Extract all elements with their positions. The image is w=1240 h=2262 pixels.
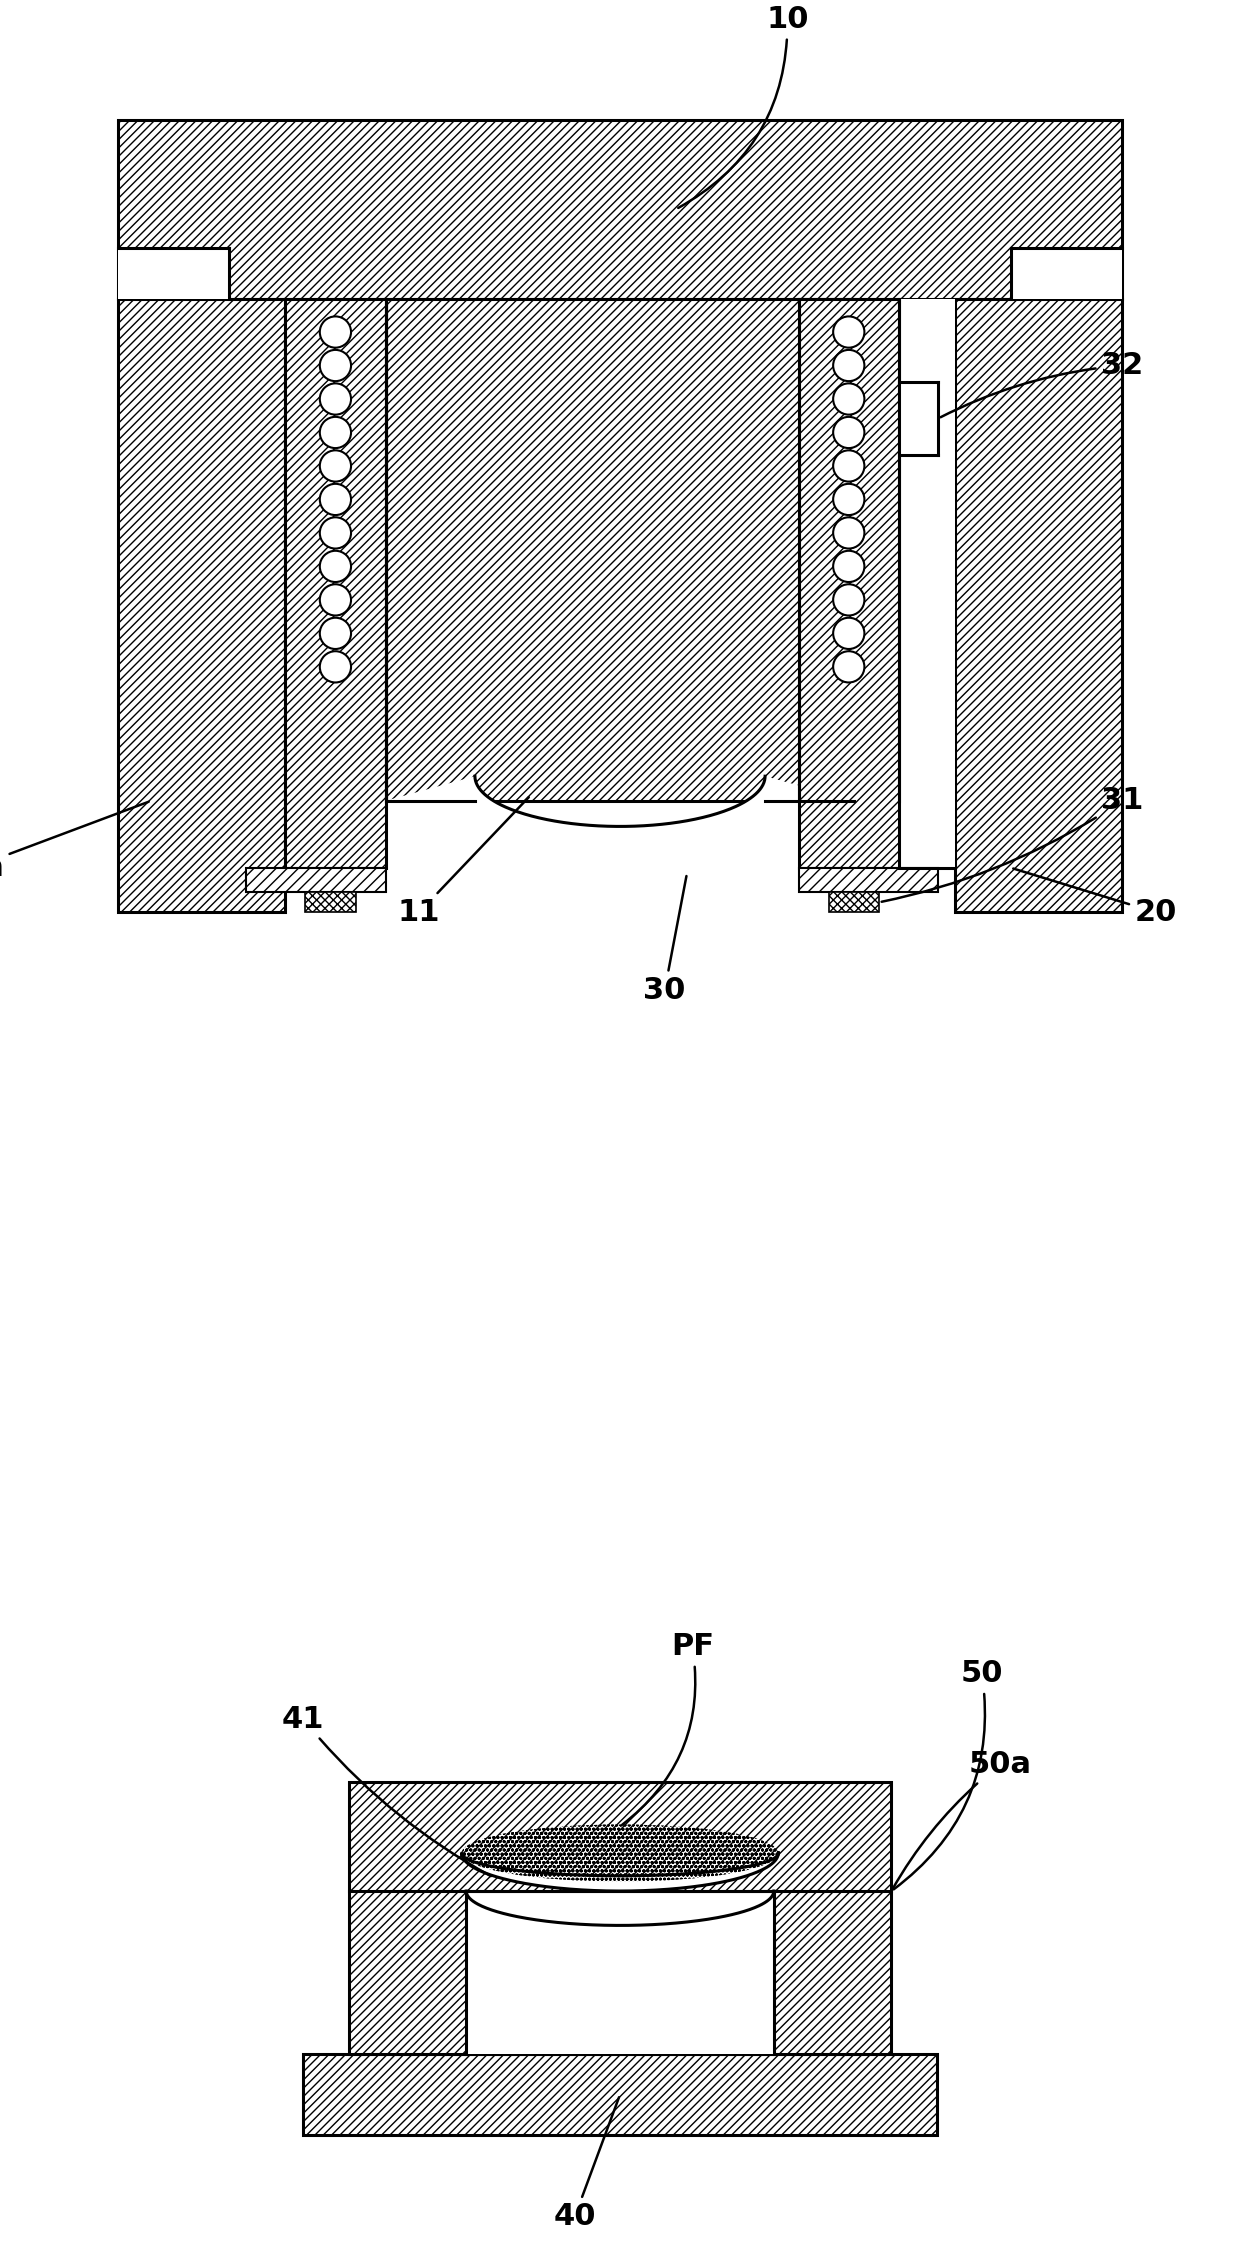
Polygon shape [461,1853,779,1891]
Bar [305,891,356,912]
Text: 40: 40 [553,2097,619,2230]
Circle shape [833,416,864,448]
Bar [828,891,879,912]
Polygon shape [466,1891,774,1925]
Bar [118,299,285,912]
Circle shape [320,618,351,649]
Text: 20a: 20a [0,801,149,882]
Bar [1011,249,1122,299]
Bar [304,2054,936,2135]
Text: 50a: 50a [893,1751,1032,1889]
Bar [246,869,386,891]
Bar [899,299,955,869]
Polygon shape [386,776,854,826]
Circle shape [320,351,351,380]
Bar [304,2054,936,2135]
Bar [246,869,386,891]
Bar [305,891,356,912]
Circle shape [833,382,864,414]
Text: 30: 30 [644,875,687,1004]
Bar [799,869,939,891]
Bar [955,299,1122,912]
Circle shape [833,584,864,615]
Bar [799,299,854,801]
Text: 10: 10 [678,5,808,208]
Circle shape [320,550,351,581]
Bar [799,299,899,869]
Bar [118,120,1122,299]
Bar [118,249,229,299]
Bar [118,120,1122,299]
Circle shape [833,351,864,380]
Circle shape [833,450,864,482]
Bar [899,382,939,455]
Bar [799,299,899,869]
Circle shape [833,484,864,516]
Bar [386,299,854,801]
Text: 41: 41 [281,1706,491,1875]
Circle shape [833,317,864,348]
Circle shape [320,382,351,414]
Circle shape [833,618,864,649]
Circle shape [320,484,351,516]
Circle shape [833,550,864,581]
Text: 32: 32 [940,351,1143,416]
Text: 11: 11 [398,796,528,927]
Text: PF: PF [622,1633,714,1825]
Circle shape [320,518,351,550]
Bar [285,299,386,869]
Circle shape [833,651,864,683]
Bar [348,1782,892,2054]
Bar [285,299,386,869]
Circle shape [320,317,351,348]
Bar [955,299,1122,912]
Bar [466,1891,774,2054]
Text: 20: 20 [1013,869,1177,927]
Text: 50: 50 [894,1660,1003,1889]
Circle shape [320,416,351,448]
Circle shape [320,584,351,615]
Bar [799,869,939,891]
Bar [348,1782,892,2054]
Bar [386,299,854,801]
Circle shape [320,450,351,482]
Circle shape [833,518,864,550]
Bar [118,299,285,912]
Text: 31: 31 [882,787,1143,903]
Bar [828,891,879,912]
Circle shape [320,651,351,683]
